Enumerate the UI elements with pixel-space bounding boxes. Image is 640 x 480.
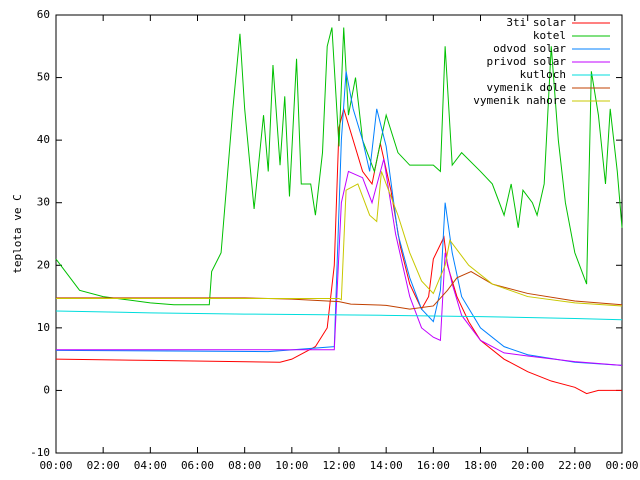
series-line [56,171,623,307]
legend-label: 3ti solar [506,16,566,29]
legend-label: vymenik nahore [473,94,566,107]
series-line [55,310,623,321]
y-tick-label: 0 [43,383,50,396]
y-tick-label: 50 [37,71,50,84]
x-tick-label: 02:00 [87,459,120,472]
y-tick-label: 20 [37,258,50,271]
x-tick-label: 16:00 [417,459,450,472]
series-line [56,158,623,366]
x-tick-label: 04:00 [134,459,167,472]
y-axis-label: teplota ve C [11,194,24,273]
y-tick-label: 40 [37,133,50,146]
series-line [55,106,622,395]
x-tick-label: 14:00 [370,459,403,472]
legend-label: privod solar [487,55,567,68]
y-tick-label: 10 [37,321,50,334]
legend-label: kutloch [520,68,566,81]
y-tick-label: -10 [30,446,50,459]
series-line [55,27,623,306]
y-tick-label: 60 [37,8,50,21]
x-tick-label: 10:00 [275,459,308,472]
series-line [56,270,623,310]
x-tick-label: 12:00 [322,459,355,472]
legend-label: kotel [533,29,566,42]
x-tick-label: 06:00 [181,459,214,472]
x-tick-label: 22:00 [558,459,591,472]
x-tick-label: 18:00 [464,459,497,472]
legend-label: vymenik dole [487,81,566,94]
legend-label: odvod solar [493,42,566,55]
x-tick-label: 08:00 [228,459,261,472]
x-tick-label: 20:00 [511,459,544,472]
x-tick-label: 00:00 [605,459,638,472]
series-line [55,71,623,366]
y-tick-label: 30 [37,196,50,209]
x-tick-label: 00:00 [39,459,72,472]
